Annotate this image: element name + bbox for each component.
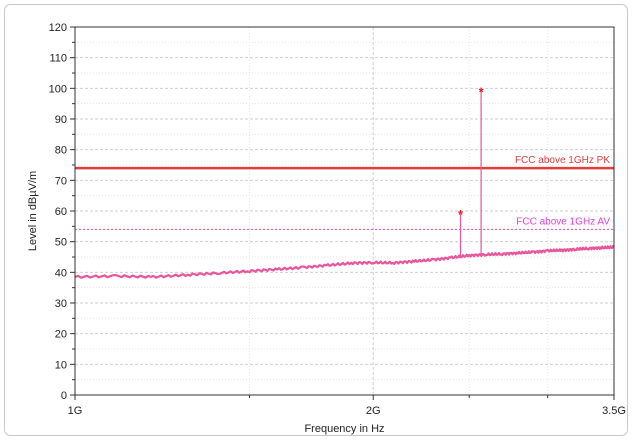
measurement-trace — [74, 245, 615, 279]
y-tick-label: 110 — [49, 53, 67, 65]
grid — [75, 27, 614, 395]
x-tick-label: 2G — [366, 405, 381, 417]
y-ticks: 0 10 20 30 40 50 60 70 80 90 100 110 120 — [49, 22, 75, 402]
plot-border — [74, 26, 615, 396]
y-tick-label: 70 — [55, 175, 67, 187]
y-tick-label: 10 — [55, 359, 67, 371]
y-axis-label: Level in dBµV/m — [27, 171, 39, 251]
y-tick-label: 80 — [55, 145, 67, 157]
y-tick-label: 100 — [49, 83, 67, 95]
chart-frame: 0 10 20 30 40 50 60 70 80 90 100 110 120 1G 2G 3.5G FC… — [4, 4, 628, 436]
x-tick-label: 3.5G — [602, 405, 626, 417]
y-tick-label: 60 — [55, 206, 67, 218]
peak-marker: * — [479, 84, 485, 99]
limit-line-label: FCC above 1GHz PK — [515, 155, 610, 166]
y-tick-label: 0 — [61, 390, 67, 402]
peak-markers: ** — [458, 84, 485, 257]
y-tick-label: 40 — [55, 267, 67, 279]
x-ticks: 1G 2G 3.5G — [68, 395, 626, 417]
x-axis-label: Frequency in Hz — [304, 423, 384, 435]
x-tick-label: 1G — [68, 405, 83, 417]
limit-line-label: FCC above 1GHz AV — [516, 216, 610, 227]
series — [74, 245, 615, 279]
emission-chart: 0 10 20 30 40 50 60 70 80 90 100 110 120 1G 2G 3.5G FC… — [27, 22, 626, 435]
y-tick-label: 120 — [49, 22, 67, 34]
y-tick-label: 90 — [55, 114, 67, 126]
y-tick-label: 20 — [55, 329, 67, 341]
peak-marker: * — [458, 207, 464, 222]
y-tick-label: 30 — [55, 298, 67, 310]
limit-lines: FCC above 1GHz PK FCC above 1GHz AV — [75, 155, 614, 230]
y-tick-label: 50 — [55, 237, 67, 249]
